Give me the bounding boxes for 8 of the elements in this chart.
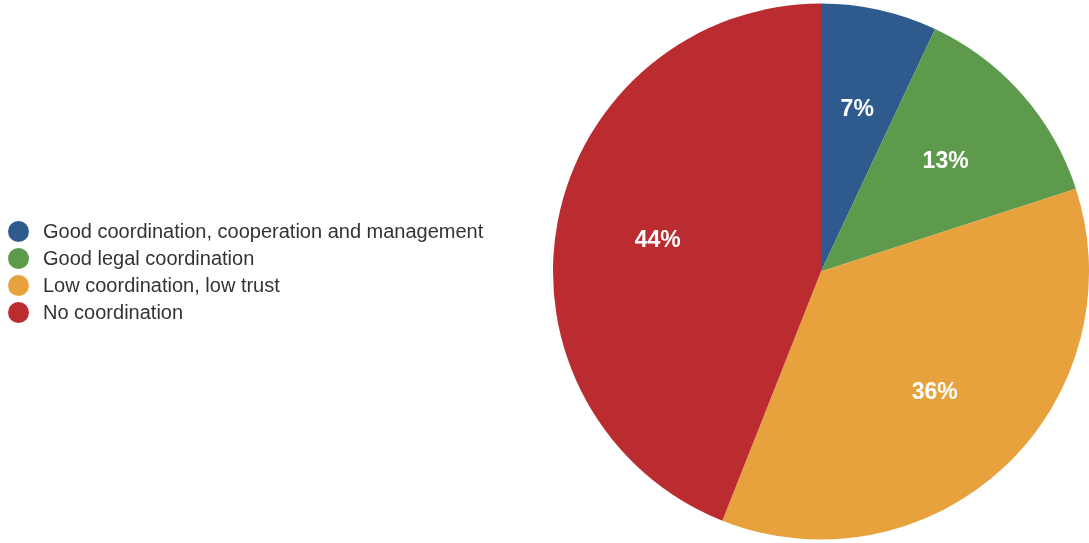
data-label: 13%	[922, 146, 969, 173]
legend-label: Good coordination, cooperation and management	[43, 219, 484, 243]
data-label: 7%	[840, 94, 874, 121]
legend-label: No coordination	[43, 300, 184, 324]
legend-label: Good legal coordination	[43, 246, 255, 270]
data-label: 44%	[634, 225, 681, 252]
legend-label: Low coordination, low trust	[43, 273, 280, 297]
data-label: 36%	[911, 377, 958, 404]
